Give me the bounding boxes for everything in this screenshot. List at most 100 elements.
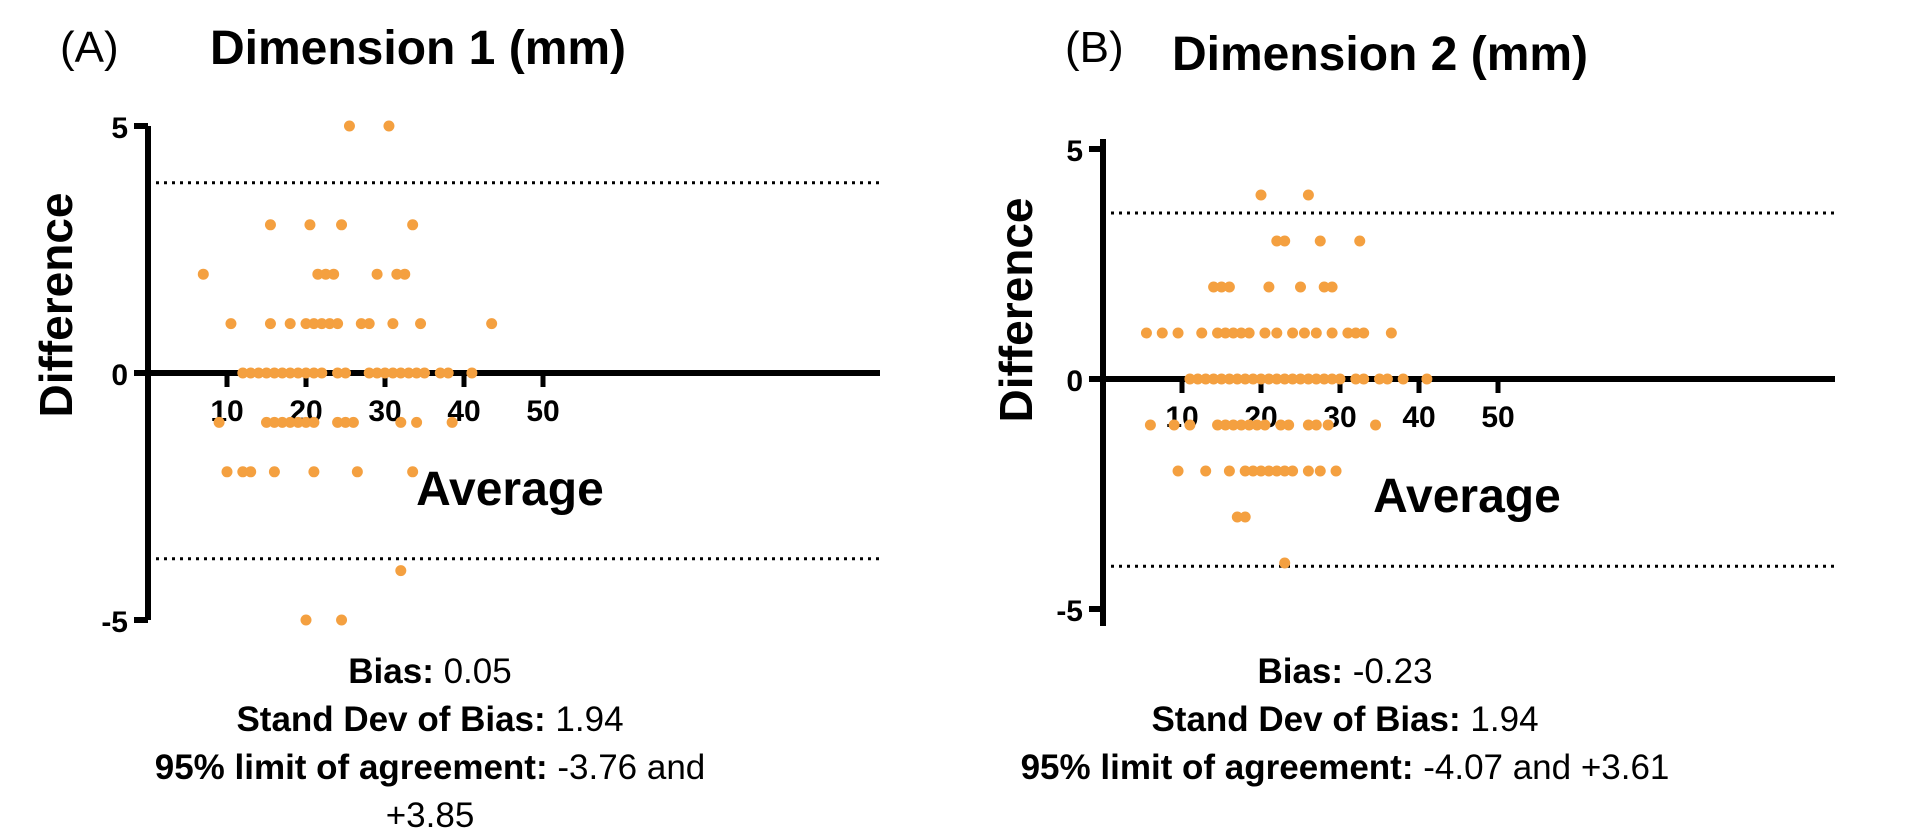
data-point: [371, 367, 383, 379]
data-point: [1295, 373, 1306, 385]
data-point: [1354, 235, 1366, 247]
data-point: [245, 466, 257, 478]
bland-altman-panel-a: (A) Dimension 1 (mm) Difference -5 0 5 10 20…: [0, 0, 955, 835]
data-point: [395, 367, 407, 379]
data-point: [1251, 419, 1263, 431]
data-point: [264, 318, 276, 330]
data-point: [1259, 419, 1271, 431]
data-point: [407, 466, 419, 478]
data-point: [399, 268, 411, 280]
data-point: [300, 614, 312, 626]
data-point: [304, 219, 316, 231]
y-tick-label: -5: [101, 606, 128, 639]
data-point: [1350, 327, 1362, 339]
data-point: [387, 367, 399, 379]
loa-label: 95% limit of agreement:: [1020, 748, 1414, 787]
data-point: [1192, 373, 1204, 385]
data-point: [442, 367, 454, 379]
data-point: [1263, 281, 1275, 293]
x-tick-label: 10: [1165, 401, 1198, 434]
data-point: [1322, 419, 1334, 431]
data-point: [1172, 327, 1184, 339]
data-point: [1239, 373, 1251, 385]
data-point: [1271, 235, 1283, 247]
data-point: [1243, 327, 1255, 339]
data-point: [1334, 373, 1346, 385]
data-point: [1223, 373, 1235, 385]
panel-label: (A): [60, 23, 119, 72]
bland-altman-panel-b: (B) Dimension 2 (mm) Difference -5 0 5 10 20…: [955, 0, 1910, 832]
data-point: [1172, 465, 1184, 477]
data-point: [466, 367, 478, 379]
data-point: [403, 367, 415, 379]
data-point: [292, 367, 304, 379]
loa-value: -3.76 and +3.85: [385, 748, 706, 835]
sd-value: 1.94: [555, 700, 624, 739]
data-point: [1255, 373, 1267, 385]
data-point: [1381, 373, 1393, 385]
data-point: [1302, 189, 1314, 201]
bias-stats: Bias: -0.23 Stand Dev of Bias: 1.94 95% …: [995, 648, 1695, 792]
loa-line: 95% limit of agreement: -3.76 and +3.85: [110, 744, 750, 840]
data-point: [308, 367, 320, 379]
data-point: [1227, 419, 1239, 431]
data-point: [363, 367, 375, 379]
data-point: [268, 466, 280, 478]
data-point: [1239, 465, 1251, 477]
data-point: [197, 268, 209, 280]
data-point: [1243, 419, 1255, 431]
data-point: [1223, 281, 1235, 293]
data-point: [1370, 419, 1382, 431]
data-point: [1397, 373, 1409, 385]
data-point: [340, 367, 351, 379]
data-point: [1247, 373, 1259, 385]
data-point: [395, 416, 407, 428]
data-point: [1196, 327, 1208, 339]
x-axis-label: Average: [416, 463, 604, 516]
data-point: [1318, 281, 1330, 293]
data-point: [1275, 419, 1287, 431]
data-point: [1263, 465, 1275, 477]
data-point: [1279, 557, 1291, 569]
data-point: [316, 318, 328, 330]
data-point: [340, 416, 351, 428]
data-point: [328, 268, 340, 280]
data-point: [1231, 373, 1243, 385]
y-axis-label: Difference: [990, 198, 1042, 423]
data-point: [395, 565, 407, 577]
y-axis-label: Difference: [30, 193, 82, 418]
data-point: [237, 466, 249, 478]
data-point: [308, 466, 320, 478]
data-point: [225, 318, 237, 330]
data-point: [1227, 327, 1239, 339]
data-point: [1302, 419, 1314, 431]
data-point: [1223, 465, 1235, 477]
data-point: [1184, 419, 1196, 431]
bias-line: Bias: -0.23: [995, 648, 1695, 696]
data-point: [419, 367, 430, 379]
data-point: [1212, 419, 1224, 431]
data-point: [411, 367, 423, 379]
data-point: [1310, 419, 1322, 431]
data-point: [332, 367, 344, 379]
data-point: [1200, 373, 1212, 385]
data-point: [1168, 419, 1180, 431]
data-point: [391, 268, 403, 280]
data-point: [336, 219, 348, 231]
data-point: [379, 367, 391, 379]
data-point: [213, 416, 225, 428]
bias-label: Bias:: [348, 652, 434, 691]
data-point: [276, 416, 288, 428]
data-point: [268, 367, 280, 379]
data-point: [1374, 373, 1385, 385]
y-tick-label: 5: [1066, 135, 1083, 168]
data-point: [1263, 373, 1275, 385]
y-tick-label: 0: [1066, 365, 1083, 398]
bias-label: Bias:: [1257, 652, 1344, 691]
data-point: [1310, 327, 1322, 339]
bias-line: Bias: 0.05: [110, 648, 750, 696]
data-point: [1208, 281, 1220, 293]
data-point: [1350, 373, 1362, 385]
data-point: [1287, 465, 1299, 477]
panel-label: (B): [1065, 23, 1124, 72]
